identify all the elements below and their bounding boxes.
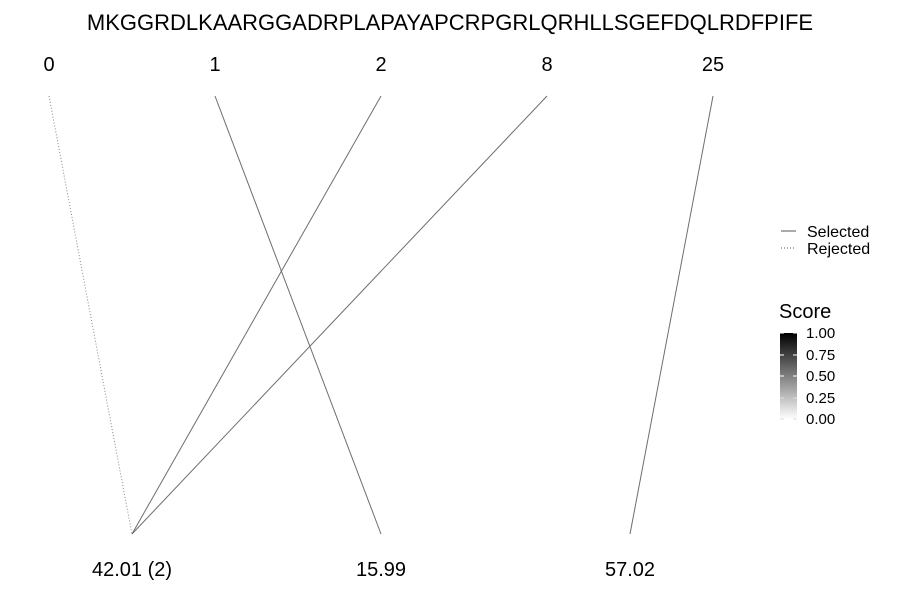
linetype-legend: Selected Rejected — [781, 224, 870, 258]
link-selected — [131, 95, 548, 535]
colorbar-tick-label: 0.75 — [806, 347, 835, 364]
peptide-sequence: MKGGRDLKAARGGADRPLAPAYAPCRPGRLQRHLLSGEFD… — [87, 10, 813, 35]
colorbar-tick-label: 0.00 — [806, 411, 835, 428]
link-selected — [629, 95, 714, 535]
link-rejected — [48, 95, 133, 535]
top-node-labels: 0 1 2 8 25 — [43, 54, 724, 76]
top-node-label: 2 — [375, 54, 386, 76]
bottom-node-label: 42.01 (2) — [92, 559, 172, 581]
legend-rejected-label: Rejected — [807, 241, 870, 258]
top-node-label: 8 — [541, 54, 552, 76]
legend-selected-label: Selected — [807, 224, 869, 241]
bottom-node-labels: 42.01 (2) 15.99 57.02 — [92, 559, 655, 581]
top-node-label: 0 — [43, 54, 54, 76]
bottom-node-label: 57.02 — [605, 559, 655, 581]
top-node-label: 25 — [702, 54, 724, 76]
score-colorbar: Score 1.00 0.75 0.50 0.25 0.00 — [779, 301, 835, 428]
colorbar-tick-label: 1.00 — [806, 325, 835, 342]
top-node-label: 1 — [209, 54, 220, 76]
link-lines — [48, 95, 714, 535]
colorbar-tick-label: 0.50 — [806, 368, 835, 385]
link-selected — [214, 95, 382, 535]
colorbar-title: Score — [779, 301, 831, 323]
bottom-node-label: 15.99 — [356, 559, 406, 581]
colorbar-tick-label: 0.25 — [806, 390, 835, 407]
colorbar-gradient — [780, 333, 797, 419]
link-selected — [131, 95, 382, 535]
